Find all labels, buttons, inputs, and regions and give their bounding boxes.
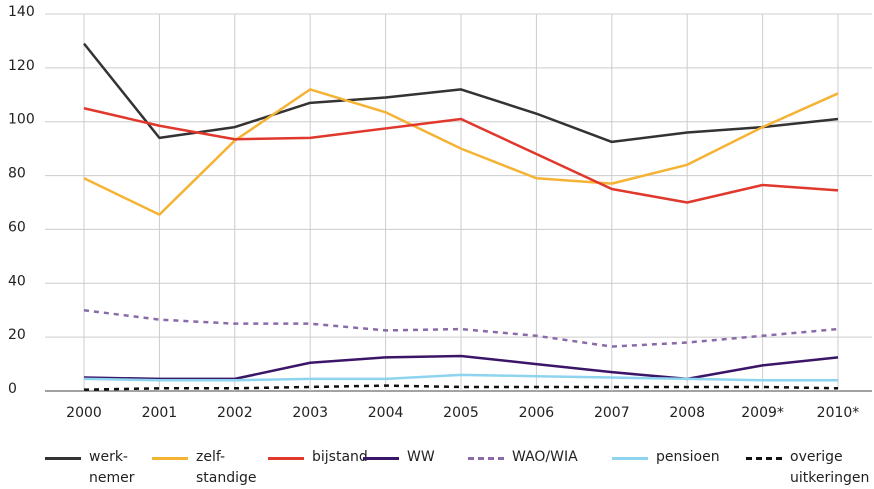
legend-swatch — [45, 457, 81, 460]
chart: 0 20 40 60 80 100 120 140 2000 2001 2002 2003 2004 20… — [8, 4, 872, 421]
legend-item: WW — [363, 447, 435, 468]
series-line — [83, 308, 839, 348]
y-tick-label: 80 — [8, 166, 26, 182]
x-tick-label: 2005 — [443, 405, 479, 421]
legend-item: pensioen — [612, 447, 720, 468]
legend-swatch — [363, 457, 399, 460]
legend-item: bijstand — [268, 447, 368, 468]
y-tick-label: 120 — [8, 58, 35, 74]
legend-label: zelf- standige — [196, 449, 257, 486]
series-line — [83, 373, 838, 382]
legend-item: werk- nemer — [45, 447, 135, 489]
y-tick-label: 40 — [8, 273, 26, 289]
series-line — [83, 88, 839, 216]
legend-item: zelf- standige — [152, 447, 257, 489]
x-tick-label: 2001 — [142, 405, 178, 421]
legend-item: WAO/WIA — [468, 447, 578, 468]
legend-swatch — [152, 457, 188, 460]
x-tick-label: 2008 — [669, 405, 705, 421]
legend-label: WW — [407, 449, 435, 465]
x-tick-label: 2002 — [217, 405, 253, 421]
x-tick-label: 2006 — [519, 405, 555, 421]
y-tick-label: 0 — [8, 381, 17, 397]
series-line — [83, 42, 839, 144]
y-tick-label: 100 — [8, 112, 35, 128]
x-tick-label: 2004 — [368, 405, 404, 421]
legend-label: pensioen — [656, 449, 720, 465]
y-tick-label: 60 — [8, 219, 26, 235]
legend-label: werk- nemer — [89, 449, 135, 486]
series-line — [83, 354, 839, 381]
x-tick-label: 2010* — [817, 405, 860, 421]
x-tick-label: 2003 — [292, 405, 328, 421]
x-tick-label: 2000 — [66, 405, 102, 421]
y-tick-label: 20 — [8, 327, 26, 343]
legend-swatch — [746, 457, 782, 460]
legend-label: bijstand — [312, 449, 368, 465]
series-line — [83, 107, 839, 204]
legend-label: WAO/WIA — [512, 449, 578, 465]
x-tick-label: 2007 — [594, 405, 630, 421]
legend-item: overige uitkeringen — [746, 447, 869, 489]
legend-swatch — [612, 457, 648, 460]
legend-label: overige uitkeringen — [790, 449, 870, 486]
x-tick-label: 2009* — [741, 405, 784, 421]
y-tick-label: 140 — [8, 4, 35, 20]
legend-swatch — [468, 457, 504, 460]
legend-swatch — [268, 457, 304, 460]
